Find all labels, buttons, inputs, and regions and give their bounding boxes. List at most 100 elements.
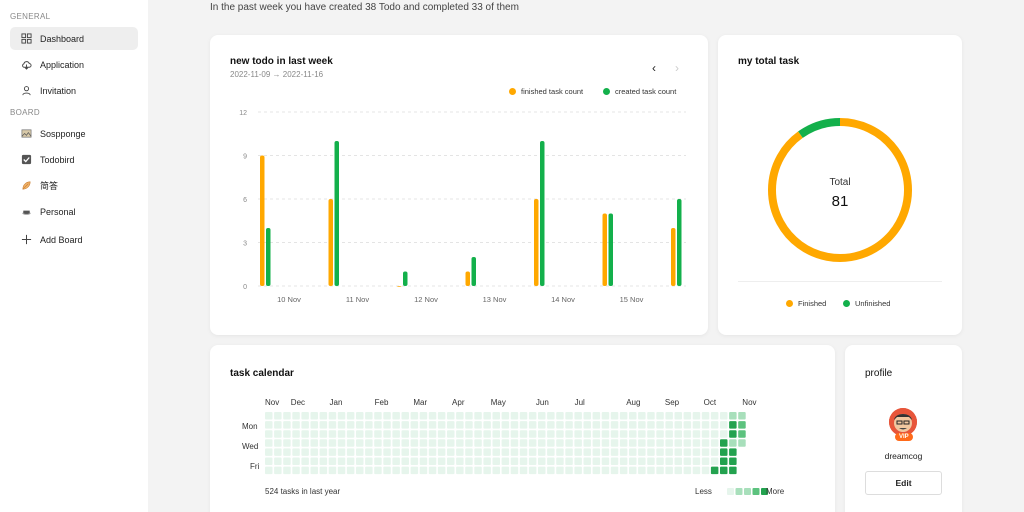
calendar-cell[interactable] (401, 439, 410, 447)
calendar-cell[interactable] (437, 421, 446, 429)
finished-bar[interactable] (397, 286, 402, 287)
calendar-cell[interactable] (365, 439, 373, 447)
sidebar-item-application[interactable]: Application (10, 53, 138, 76)
calendar-cell[interactable] (447, 412, 455, 420)
calendar-cell[interactable] (447, 439, 455, 447)
calendar-cell[interactable] (674, 466, 683, 475)
calendar-cell[interactable] (328, 457, 337, 466)
calendar-cell[interactable] (310, 439, 319, 447)
calendar-cell[interactable] (465, 439, 473, 447)
calendar-cell[interactable] (474, 430, 482, 438)
calendar-cell[interactable] (301, 466, 309, 475)
calendar-cell[interactable] (692, 412, 701, 420)
calendar-cell[interactable] (729, 466, 737, 475)
calendar-cell[interactable] (437, 430, 446, 438)
calendar-cell[interactable] (401, 412, 410, 420)
calendar-cell[interactable] (428, 430, 437, 438)
calendar-cell[interactable] (492, 466, 501, 475)
calendar-cell[interactable] (629, 430, 637, 438)
calendar-cell[interactable] (510, 439, 519, 447)
calendar-cell[interactable] (556, 439, 564, 447)
calendar-cell[interactable] (619, 439, 628, 447)
calendar-cell[interactable] (647, 466, 655, 475)
calendar-cell[interactable] (283, 466, 291, 475)
calendar-cell[interactable] (683, 466, 692, 475)
calendar-cell[interactable] (356, 439, 364, 447)
calendar-cell[interactable] (465, 448, 473, 456)
calendar-cell[interactable] (647, 457, 655, 466)
calendar-cell[interactable] (638, 439, 646, 447)
calendar-cell[interactable] (365, 448, 373, 456)
calendar-cell[interactable] (383, 466, 391, 475)
calendar-cell[interactable] (474, 412, 482, 420)
calendar-cell[interactable] (556, 457, 564, 466)
calendar-cell[interactable] (510, 466, 519, 475)
calendar-cell[interactable] (483, 421, 491, 429)
calendar-cell[interactable] (456, 430, 464, 438)
calendar-cell[interactable] (437, 466, 446, 475)
created-bar[interactable] (540, 141, 545, 286)
calendar-cell[interactable] (647, 421, 655, 429)
created-bar[interactable] (403, 271, 408, 287)
calendar-cell[interactable] (638, 430, 646, 438)
calendar-cell[interactable] (337, 466, 346, 475)
calendar-cell[interactable] (528, 448, 537, 456)
calendar-cell[interactable] (665, 421, 673, 429)
calendar-cell[interactable] (720, 439, 728, 447)
calendar-cell[interactable] (483, 457, 491, 466)
calendar-cell[interactable] (374, 448, 382, 456)
calendar-cell[interactable] (328, 430, 337, 438)
calendar-cell[interactable] (292, 412, 300, 420)
calendar-cell[interactable] (437, 412, 446, 420)
calendar-cell[interactable] (265, 421, 273, 429)
calendar-cell[interactable] (710, 466, 719, 475)
calendar-cell[interactable] (583, 430, 592, 438)
calendar-cell[interactable] (556, 430, 564, 438)
calendar-cell[interactable] (301, 439, 309, 447)
calendar-cell[interactable] (374, 412, 382, 420)
calendar-cell[interactable] (274, 439, 282, 447)
calendar-cell[interactable] (401, 430, 410, 438)
calendar-cell[interactable] (556, 421, 564, 429)
calendar-cell[interactable] (547, 466, 555, 475)
calendar-cell[interactable] (601, 439, 610, 447)
calendar-cell[interactable] (738, 439, 746, 447)
calendar-cell[interactable] (283, 430, 291, 438)
calendar-cell[interactable] (619, 466, 628, 475)
finished-bar[interactable] (328, 199, 334, 286)
calendar-cell[interactable] (674, 430, 683, 438)
calendar-cell[interactable] (410, 421, 419, 429)
calendar-cell[interactable] (592, 412, 601, 420)
calendar-cell[interactable] (356, 457, 364, 466)
calendar-cell[interactable] (556, 448, 564, 456)
calendar-cell[interactable] (528, 457, 537, 466)
calendar-cell[interactable] (310, 466, 319, 475)
calendar-cell[interactable] (647, 448, 655, 456)
calendar-cell[interactable] (683, 412, 692, 420)
calendar-cell[interactable] (356, 466, 364, 475)
calendar-cell[interactable] (310, 421, 319, 429)
calendar-cell[interactable] (538, 421, 546, 429)
calendar-cell[interactable] (710, 421, 719, 429)
calendar-cell[interactable] (374, 457, 382, 466)
calendar-cell[interactable] (610, 412, 619, 420)
calendar-cell[interactable] (720, 457, 728, 466)
finished-bar[interactable] (534, 199, 539, 286)
calendar-cell[interactable] (383, 412, 391, 420)
calendar-cell[interactable] (337, 421, 346, 429)
calendar-cell[interactable] (656, 421, 664, 429)
calendar-cell[interactable] (610, 466, 619, 475)
calendar-cell[interactable] (610, 439, 619, 447)
calendar-cell[interactable] (710, 430, 719, 438)
calendar-cell[interactable] (519, 439, 528, 447)
calendar-cell[interactable] (538, 457, 546, 466)
calendar-cell[interactable] (601, 457, 610, 466)
calendar-cell[interactable] (729, 448, 737, 456)
calendar-cell[interactable] (456, 421, 464, 429)
calendar-cell[interactable] (501, 412, 510, 420)
calendar-cell[interactable] (519, 457, 528, 466)
calendar-cell[interactable] (328, 421, 337, 429)
calendar-cell[interactable] (683, 430, 692, 438)
calendar-cell[interactable] (629, 421, 637, 429)
unfinished-slice[interactable] (798, 118, 841, 139)
